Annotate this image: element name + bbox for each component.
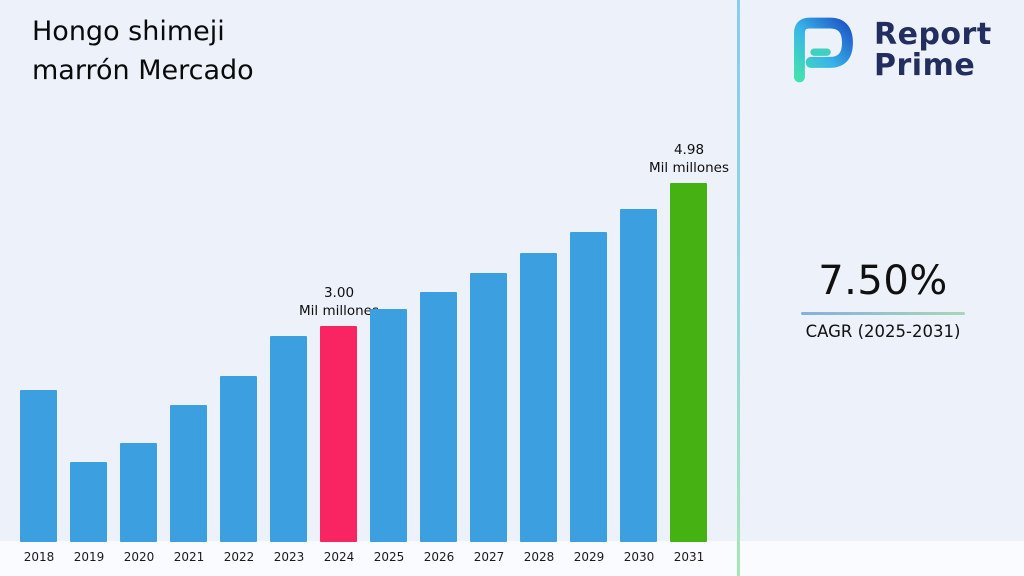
x-axis-label-2021: 2021 <box>173 550 205 564</box>
bar-2025 <box>370 309 407 542</box>
bar-2024 <box>320 326 357 542</box>
page-title: Hongo shimeji marrón Mercado <box>32 12 254 90</box>
bar-column-2024: 2024 3.00 Mil millones <box>299 162 379 566</box>
bar-column-2027: 2027 <box>464 162 514 566</box>
page-title-line1: Hongo shimeji <box>32 16 225 47</box>
bar-value-label-2024: 3.00 Mil millones <box>299 284 379 319</box>
bar-2023 <box>270 336 307 542</box>
brand: Report Prime <box>780 10 992 90</box>
bar-column-2030: 2030 <box>614 162 664 566</box>
page-title-line2: marrón Mercado <box>32 55 254 87</box>
x-axis-label-2022: 2022 <box>223 550 255 564</box>
bar-column-2018: 2018 <box>14 162 64 566</box>
x-axis-label-2028: 2028 <box>523 550 555 564</box>
bar-column-2023: 2023 <box>264 162 314 566</box>
x-axis-label-2018: 2018 <box>23 550 55 564</box>
x-axis-label-2029: 2029 <box>573 550 605 564</box>
bar-2021 <box>170 405 207 542</box>
brand-name-line2: Prime <box>874 48 976 83</box>
bar-2019 <box>70 462 107 542</box>
bar-column-2025: 2025 <box>364 162 414 566</box>
bar-column-2028: 2028 <box>514 162 564 566</box>
cagr-value: 7.50% <box>818 258 948 304</box>
bar-column-2022: 2022 <box>214 162 264 566</box>
x-axis-label-2026: 2026 <box>423 550 455 564</box>
cagr-label: CAGR (2025-2031) <box>805 322 961 341</box>
x-axis-label-2020: 2020 <box>123 550 155 564</box>
bar-2027 <box>470 273 507 542</box>
brand-name: Report Prime <box>874 16 992 83</box>
x-axis-label-2031: 2031 <box>673 550 705 564</box>
bar-2018 <box>20 390 57 542</box>
bar-column-2019: 2019 <box>64 162 114 566</box>
report-prime-logo-icon <box>780 10 864 90</box>
vertical-divider <box>737 0 740 576</box>
bar-2020 <box>120 443 157 542</box>
bar-column-2020: 2020 <box>114 162 164 566</box>
cagr-underline <box>801 312 965 315</box>
bar-chart: 2018 2019 2020 2021 2022 2023 2024 3.00 Mil mill… <box>14 142 729 566</box>
bar-column-2029: 2029 <box>564 162 614 566</box>
bar-2022 <box>220 376 257 542</box>
bar-2028 <box>520 253 557 542</box>
x-axis-label-2023: 2023 <box>273 550 305 564</box>
x-axis-label-2025: 2025 <box>373 550 405 564</box>
x-axis-label-2027: 2027 <box>473 550 505 564</box>
bar-2026 <box>420 292 457 542</box>
bottom-strip <box>0 541 1024 576</box>
bar-2030 <box>620 209 657 542</box>
x-axis-label-2024: 2024 <box>323 550 355 564</box>
x-axis-label-2019: 2019 <box>73 550 105 564</box>
cagr-panel: 7.50% CAGR (2025-2031) <box>800 258 966 341</box>
bar-column-2026: 2026 <box>414 162 464 566</box>
x-axis-label-2030: 2030 <box>623 550 655 564</box>
bar-2031 <box>670 183 707 542</box>
brand-name-line1: Report <box>874 16 992 52</box>
bar-2029 <box>570 232 607 542</box>
bar-column-2031: 2031 4.98 Mil millones <box>649 142 729 566</box>
bar-column-2021: 2021 <box>164 162 214 566</box>
bar-value-label-2031: 4.98 Mil millones <box>649 141 729 176</box>
